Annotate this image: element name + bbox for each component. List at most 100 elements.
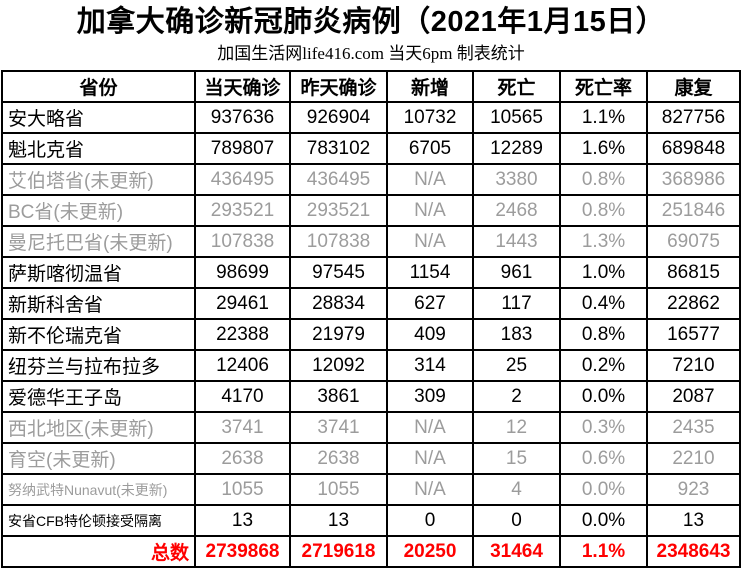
table-row: 安省CFB特伦顿接受隔离 13 13 0 0 0.0% 13	[1, 504, 741, 537]
total-row: 总数 2739868 2719618 20250 31464 1.1% 2348643	[1, 535, 741, 568]
deaths-cell: 2	[472, 380, 561, 413]
recovered-cell: 86815	[646, 256, 741, 289]
yesterday-cell: 2719618	[289, 535, 388, 568]
death-rate-cell: 0.8%	[559, 318, 648, 351]
new-cases-cell: 314	[386, 349, 474, 382]
recovered-cell: 251846	[646, 194, 741, 227]
table-row: BC省(未更新) 293521 293521 N/A 2468 0.8% 251846	[1, 194, 741, 227]
recovered-cell: 22862	[646, 287, 741, 320]
deaths-cell: 3380	[472, 163, 561, 196]
new-cases-cell: 627	[386, 287, 474, 320]
death-rate-cell: 0.4%	[559, 287, 648, 320]
recovered-cell: 2435	[646, 411, 741, 444]
yesterday-cell: 2638	[289, 442, 388, 475]
today-cell: 436495	[194, 163, 291, 196]
header-new-cases: 新增	[386, 70, 474, 103]
death-rate-cell: 1.0%	[559, 256, 648, 289]
today-cell: 13	[194, 504, 291, 537]
new-cases-cell: N/A	[386, 194, 474, 227]
province-cell: 西北地区(未更新)	[1, 411, 196, 444]
province-cell: 魁北克省	[1, 132, 196, 165]
yesterday-cell: 28834	[289, 287, 388, 320]
yesterday-cell: 3861	[289, 380, 388, 413]
deaths-cell: 10565	[472, 101, 561, 134]
new-cases-cell: 10732	[386, 101, 474, 134]
table-row: 西北地区(未更新) 3741 3741 N/A 12 0.3% 2435	[1, 411, 741, 444]
today-cell: 4170	[194, 380, 291, 413]
new-cases-cell: N/A	[386, 163, 474, 196]
today-cell: 107838	[194, 225, 291, 258]
today-cell: 293521	[194, 194, 291, 227]
death-rate-cell: 0.0%	[559, 504, 648, 537]
deaths-cell: 0	[472, 504, 561, 537]
province-cell: BC省(未更新)	[1, 194, 196, 227]
province-cell: 纽芬兰与拉布拉多	[1, 349, 196, 382]
yesterday-cell: 926904	[289, 101, 388, 134]
table-row: 努纳武特Nunavut(未更新) 1055 1055 N/A 4 0.0% 923	[1, 473, 741, 506]
cases-table: 省份 当天确诊 昨天确诊 新增 死亡 死亡率 康复 安大略省 937636 9269…	[1, 70, 741, 568]
table-row: 萨斯喀彻温省 98699 97545 1154 961 1.0% 86815	[1, 256, 741, 289]
today-cell: 1055	[194, 473, 291, 506]
death-rate-cell: 1.1%	[559, 101, 648, 134]
table-row: 新斯科舍省 29461 28834 627 117 0.4% 22862	[1, 287, 741, 320]
header-province: 省份	[1, 70, 196, 103]
recovered-cell: 2348643	[646, 535, 741, 568]
recovered-cell: 689848	[646, 132, 741, 165]
today-cell: 12406	[194, 349, 291, 382]
yesterday-cell: 3741	[289, 411, 388, 444]
new-cases-cell: 0	[386, 504, 474, 537]
death-rate-cell: 1.1%	[559, 535, 648, 568]
header-death-rate: 死亡率	[559, 70, 648, 103]
table-row: 爱德华王子岛 4170 3861 309 2 0.0% 2087	[1, 380, 741, 413]
new-cases-cell: N/A	[386, 411, 474, 444]
today-cell: 2739868	[194, 535, 291, 568]
province-cell: 艾伯塔省(未更新)	[1, 163, 196, 196]
recovered-cell: 13	[646, 504, 741, 537]
recovered-cell: 923	[646, 473, 741, 506]
recovered-cell: 368986	[646, 163, 741, 196]
table-row: 新不伦瑞克省 22388 21979 409 183 0.8% 16577	[1, 318, 741, 351]
yesterday-cell: 21979	[289, 318, 388, 351]
province-cell: 育空(未更新)	[1, 442, 196, 475]
death-rate-cell: 0.2%	[559, 349, 648, 382]
table-row: 纽芬兰与拉布拉多 12406 12092 314 25 0.2% 7210	[1, 349, 741, 382]
recovered-cell: 2087	[646, 380, 741, 413]
page-subtitle: 加国生活网life416.com 当天6pm 制表统计	[217, 44, 525, 63]
deaths-cell: 117	[472, 287, 561, 320]
today-cell: 937636	[194, 101, 291, 134]
today-cell: 789807	[194, 132, 291, 165]
recovered-cell: 69075	[646, 225, 741, 258]
province-cell: 安大略省	[1, 101, 196, 134]
header-yesterday-confirmed: 昨天确诊	[289, 70, 388, 103]
deaths-cell: 961	[472, 256, 561, 289]
table-row: 艾伯塔省(未更新) 436495 436495 N/A 3380 0.8% 368986	[1, 163, 741, 196]
death-rate-cell: 0.8%	[559, 194, 648, 227]
header-recovered: 康复	[646, 70, 741, 103]
today-cell: 98699	[194, 256, 291, 289]
deaths-cell: 2468	[472, 194, 561, 227]
today-cell: 3741	[194, 411, 291, 444]
today-cell: 29461	[194, 287, 291, 320]
new-cases-cell: 20250	[386, 535, 474, 568]
table-row: 曼尼托巴省(未更新) 107838 107838 N/A 1443 1.3% 69075	[1, 225, 741, 258]
death-rate-cell: 0.8%	[559, 163, 648, 196]
yesterday-cell: 13	[289, 504, 388, 537]
today-cell: 22388	[194, 318, 291, 351]
yesterday-cell: 436495	[289, 163, 388, 196]
new-cases-cell: 1154	[386, 256, 474, 289]
province-cell: 总数	[1, 535, 196, 568]
new-cases-cell: 309	[386, 380, 474, 413]
deaths-cell: 12	[472, 411, 561, 444]
yesterday-cell: 1055	[289, 473, 388, 506]
death-rate-cell: 0.0%	[559, 473, 648, 506]
new-cases-cell: 409	[386, 318, 474, 351]
new-cases-cell: N/A	[386, 442, 474, 475]
new-cases-cell: 6705	[386, 132, 474, 165]
province-cell: 新斯科舍省	[1, 287, 196, 320]
death-rate-cell: 1.3%	[559, 225, 648, 258]
death-rate-cell: 0.6%	[559, 442, 648, 475]
table-row: 安大略省 937636 926904 10732 10565 1.1% 827756	[1, 101, 741, 134]
header-today-confirmed: 当天确诊	[194, 70, 291, 103]
recovered-cell: 7210	[646, 349, 741, 382]
deaths-cell: 183	[472, 318, 561, 351]
